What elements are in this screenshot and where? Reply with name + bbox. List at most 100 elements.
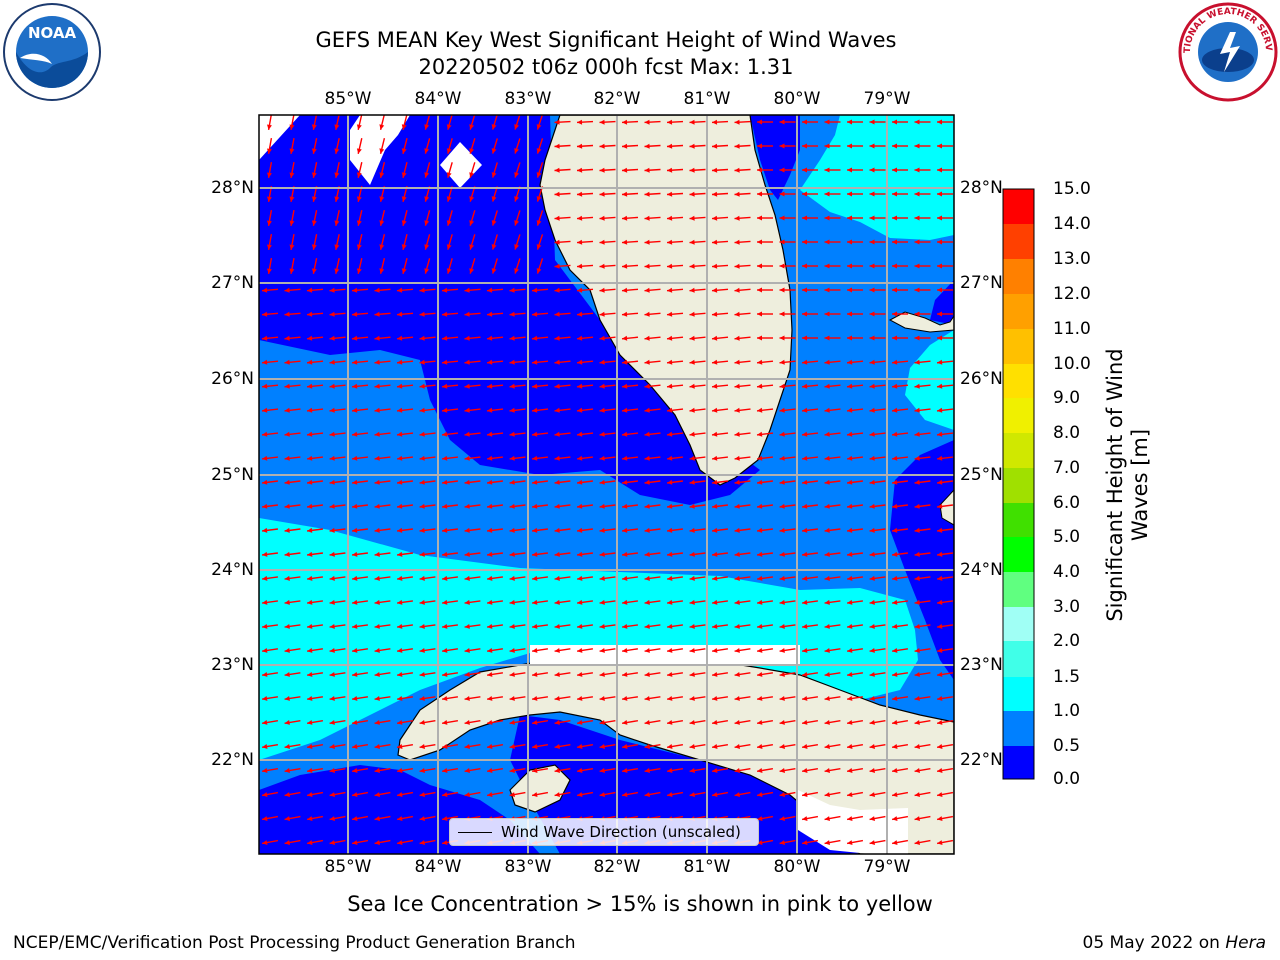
colorbar-segment (1003, 572, 1034, 607)
wave-arrow-head (599, 575, 605, 581)
colorbar-label: 7.0 (1053, 458, 1081, 478)
wave-arrow-head (937, 335, 942, 341)
wave-arrow-head (802, 359, 808, 365)
wave-arrow-head (311, 196, 317, 202)
wave-arrow-head (622, 287, 628, 293)
wave-arrow-head (334, 220, 340, 226)
lat-tick-left: 23°N (211, 655, 254, 675)
wave-arrow-head (356, 148, 362, 154)
wave-arrow-head (329, 792, 335, 797)
wave-arrow-head (757, 335, 762, 341)
colorbar-label: 14.0 (1053, 214, 1091, 234)
wave-arrow-head (329, 455, 335, 461)
wave-arrow-head (554, 215, 560, 221)
wave-arrow-head (532, 431, 538, 437)
wave-arrow-head (487, 575, 493, 581)
wave-arrow-head (644, 335, 650, 341)
wave-arrow-head (892, 359, 898, 365)
wave-arrow-head (667, 744, 673, 749)
wave-arrow-head (307, 720, 313, 725)
wave-arrow-head (397, 720, 403, 725)
wave-arrow-head (892, 119, 897, 125)
wave-arrow-head (334, 172, 340, 178)
wave-arrow-head (419, 479, 425, 485)
wind-wave-arrows (261, 115, 954, 845)
wave-arrow-head (937, 816, 943, 821)
wave-arrow-head (334, 148, 340, 154)
wave-arrow-head (329, 311, 335, 317)
wave-arrow-head (824, 648, 830, 653)
wave-arrow-head (937, 239, 942, 245)
wave-arrow-head (712, 215, 718, 221)
wave-arrow-head (689, 744, 695, 749)
wave-arrow-head (577, 624, 583, 629)
wave-arrow-head (892, 624, 898, 629)
wave-arrow-head (622, 383, 628, 389)
wave-arrow-head (374, 551, 380, 557)
wave-arrow-head (464, 527, 470, 533)
wave-arrow-head (289, 244, 295, 250)
wave-arrow-head (847, 672, 853, 677)
wave-arrow-head (599, 696, 605, 701)
wave-arrow-head (374, 407, 380, 413)
wave-arrow-head (397, 455, 403, 461)
wave-arrow-head (824, 696, 830, 701)
wave-arrow-head (824, 263, 830, 269)
wave-arrow-head (284, 792, 290, 797)
wave-arrow-head (577, 335, 583, 341)
nws-logo: NATIONAL WEATHER SERVICE (1178, 2, 1278, 102)
wave-arrow-head (734, 119, 740, 125)
wave-arrow-head (374, 744, 380, 749)
wave-arrow-head (397, 335, 403, 341)
wave-arrow-head (802, 455, 808, 461)
wave-arrow-head (869, 359, 875, 365)
wave-arrow-head (824, 407, 830, 413)
wave-arrow-head (577, 119, 583, 125)
wave-arrow-head (464, 792, 470, 797)
wave-arrow-head (892, 744, 898, 749)
wave-arrow-head (847, 575, 853, 581)
wave-arrow-head (914, 551, 920, 557)
colorbar-segment (1003, 746, 1034, 779)
wave-arrow-head (577, 359, 583, 365)
wave-arrow-head (892, 720, 898, 725)
wave-arrow-head (284, 527, 290, 533)
colorbar-label: 10.0 (1053, 354, 1091, 374)
wave-arrow-head (914, 503, 920, 509)
wave-arrow-head (667, 575, 673, 581)
lat-tick-right: 28°N (960, 178, 1003, 198)
wave-arrow-head (446, 244, 452, 250)
wave-arrow-head (667, 696, 673, 701)
footer-date: 05 May 2022 on Hera (1083, 932, 1267, 954)
wave-arrow-head (262, 359, 268, 365)
wave-arrow-head (401, 268, 407, 274)
wave-arrow-head (577, 599, 583, 605)
wave-arrow-head (599, 215, 605, 221)
wave-arrow-head (824, 455, 830, 461)
wave-arrow-head (644, 551, 650, 557)
wave-arrow-head (644, 191, 650, 197)
wave-arrow-head (847, 263, 852, 269)
wave-arrow-head (532, 287, 538, 293)
wave-arrow-head (554, 287, 560, 293)
wave-arrow-head (424, 196, 430, 202)
wave-arrow-head (442, 455, 448, 461)
wave-arrow-head (262, 335, 268, 341)
wave-arrow-head (509, 792, 515, 797)
wave-arrow-head (464, 479, 470, 485)
wave-arrow-head (262, 527, 268, 533)
wave-arrow-head (689, 503, 695, 509)
wave-arrow-head (869, 167, 875, 173)
wave-arrow-head (329, 287, 335, 293)
wave-arrow-head (712, 311, 718, 317)
wave-arrow-head (487, 407, 493, 413)
wave-arrow-head (491, 268, 497, 274)
wave-arrow-head (734, 744, 740, 749)
wave-arrow-head (284, 407, 290, 413)
wave-arrow-head (374, 672, 380, 677)
colorbar-label: 8.0 (1053, 423, 1081, 443)
wave-arrow-head (374, 768, 380, 773)
wave-arrow-head (397, 359, 403, 365)
wave-arrow-head (689, 599, 695, 605)
wave-arrow-head (869, 648, 875, 653)
